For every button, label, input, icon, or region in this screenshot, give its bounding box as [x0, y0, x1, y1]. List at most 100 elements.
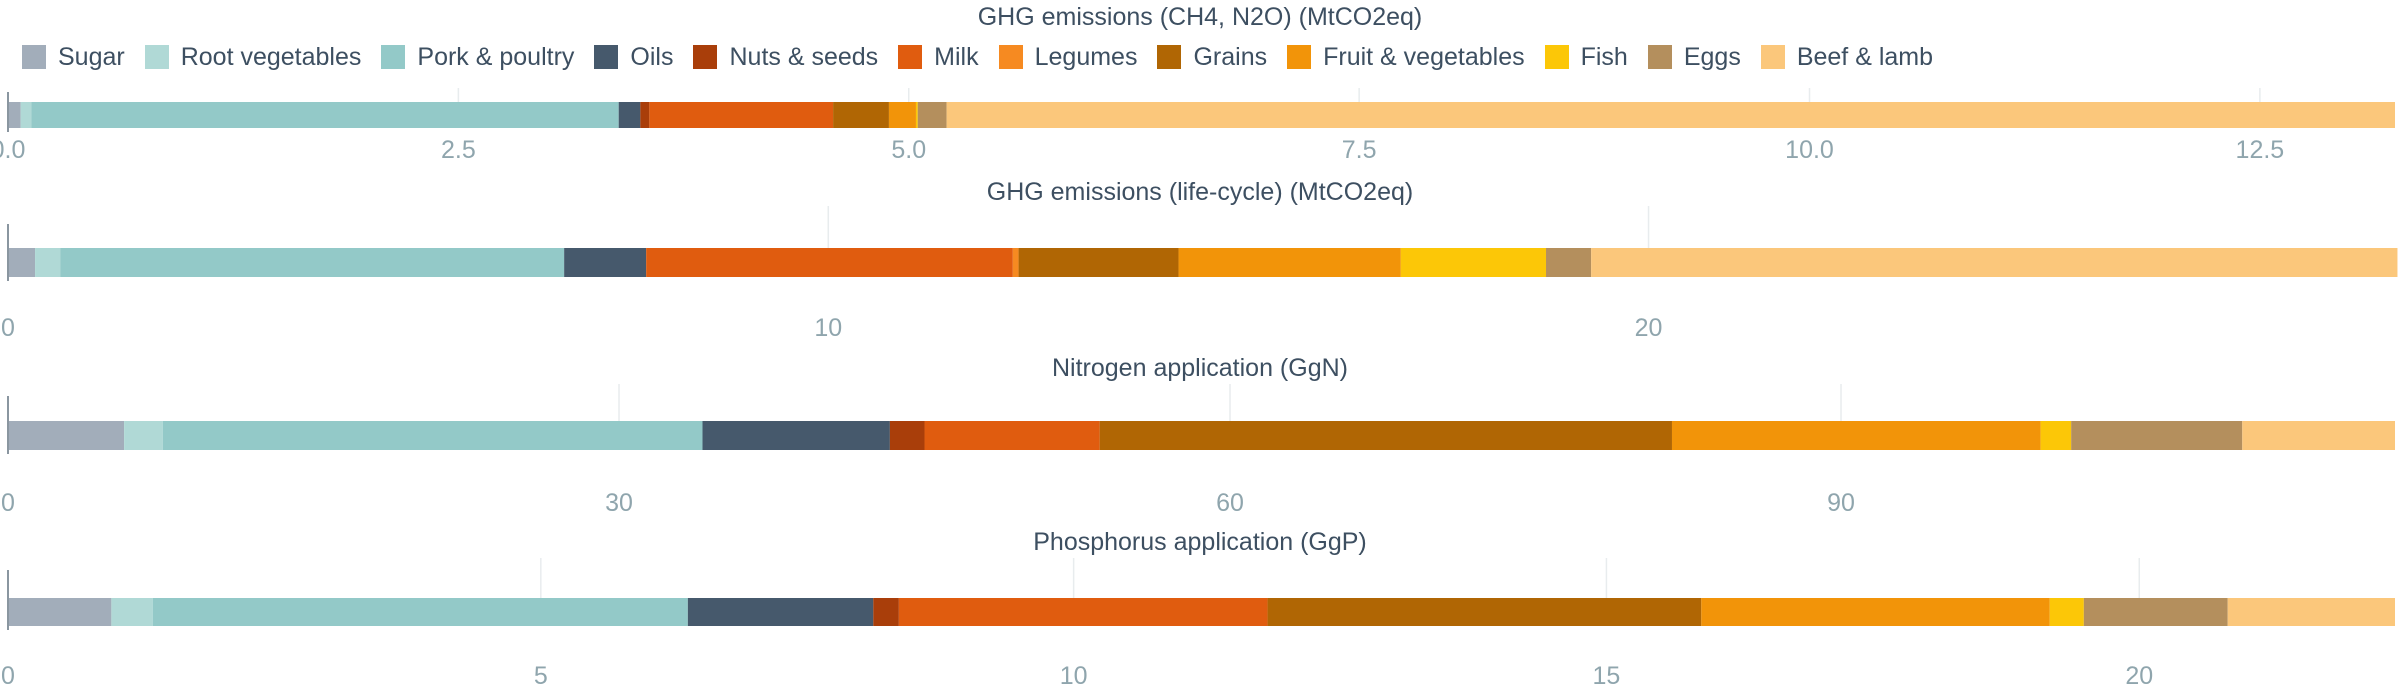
legend-swatch — [1287, 45, 1312, 69]
bar-segment — [898, 598, 1268, 626]
bar-segment — [1400, 248, 1547, 277]
chart-panel: GHG emissions (CH4, N2O) (MtCO2eq) 0.0 2.5… — [0, 3, 2395, 164]
bar-segment — [2049, 598, 2084, 626]
bar-segment — [640, 102, 650, 128]
legend-label: Nuts & seeds — [729, 42, 879, 71]
tick-label: 30 — [605, 489, 633, 517]
bar-segment — [1671, 421, 2041, 450]
legend-item[interactable]: Legumes — [998, 42, 1138, 72]
tick-label: 5 — [534, 662, 548, 690]
chart-panel: Phosphorus application (GgP) 0 5 10 15 20 — [1, 528, 2395, 690]
bar-segment — [646, 248, 1013, 277]
legend-item[interactable]: Sugar — [22, 43, 125, 72]
bar-segment — [915, 102, 918, 128]
legend-swatch — [693, 45, 718, 69]
legend-item[interactable]: Grains — [1157, 43, 1267, 72]
bar-segment — [833, 102, 889, 128]
tick-label: 10 — [1060, 662, 1088, 690]
bar-segment — [1701, 598, 2050, 626]
tick-label: 90 — [1827, 489, 1855, 517]
bar-segment — [2071, 421, 2243, 450]
bar-segment — [8, 102, 21, 128]
tick-label: 15 — [1593, 662, 1621, 690]
legend-item[interactable]: Eggs — [1647, 42, 1741, 72]
bar-segment — [152, 598, 688, 626]
legend-label: Legumes — [1034, 42, 1138, 71]
tick-label: 12.5 — [2236, 136, 2285, 164]
bar-segment — [2227, 598, 2395, 626]
bar-segment — [2040, 421, 2072, 450]
tick-label: 10 — [814, 314, 842, 342]
legend-swatch — [144, 45, 169, 69]
legend-item[interactable]: Nuts & seeds — [693, 43, 878, 72]
legend-item[interactable]: Fruit & vegetables — [1287, 43, 1525, 72]
tick-label: 2.5 — [441, 136, 476, 164]
legend-swatch — [1544, 45, 1569, 69]
legend-item[interactable]: Pork & poultry — [381, 43, 574, 72]
legend-item[interactable]: Oils — [594, 43, 673, 72]
legend-swatch — [594, 45, 619, 69]
bar-segment — [35, 248, 61, 277]
tick-label: 60 — [1216, 489, 1244, 517]
bar-segment — [60, 248, 565, 277]
legend-item[interactable]: Milk — [898, 42, 979, 72]
bar-segment — [8, 598, 112, 626]
legend-label: Eggs — [1683, 42, 1741, 71]
tick-label: 5.0 — [891, 136, 926, 164]
bar-segment — [924, 421, 1100, 450]
bar-segment — [124, 421, 163, 450]
legend-label: Sugar — [58, 42, 125, 71]
chart-panel: GHG emissions (life-cycle) (MtCO2eq) 0 10 2… — [1, 178, 2398, 342]
tick-label: 0 — [1, 662, 15, 690]
bar-segment — [889, 421, 925, 450]
legend-label: Milk — [934, 42, 979, 71]
tick-label: 7.5 — [1342, 136, 1377, 164]
bar-segment — [687, 598, 874, 626]
bar-segment — [1546, 248, 1592, 277]
panel-title: GHG emissions (CH4, N2O) (MtCO2eq) — [978, 3, 1423, 31]
legend-swatch — [381, 45, 406, 69]
bar-segment — [873, 598, 899, 626]
bar-segment — [1012, 248, 1019, 277]
legend-label: Fruit & vegetables — [1323, 42, 1525, 71]
tick-label: 20 — [1635, 314, 1663, 342]
bar-segment — [1178, 248, 1401, 277]
bar-segment — [946, 102, 2395, 128]
legend-label: Oils — [630, 42, 674, 71]
legend-label: Beef & lamb — [1796, 42, 1934, 71]
chart-panel: Nitrogen application (GgN) 0 30 60 90 — [1, 354, 2395, 517]
legend-item[interactable]: Root vegetables — [144, 42, 362, 72]
bar-segment — [8, 421, 125, 450]
tick-label: 0 — [1, 314, 15, 342]
bar-segment — [31, 102, 619, 128]
bar-segment — [2242, 421, 2395, 450]
legend-swatch — [998, 45, 1023, 69]
panel-title: GHG emissions (life-cycle) (MtCO2eq) — [987, 178, 1413, 206]
legend-label: Pork & poultry — [417, 42, 575, 71]
legend-swatch — [1157, 45, 1182, 69]
legend-label: Root vegetables — [180, 42, 362, 71]
tick-label: 20 — [2125, 662, 2153, 690]
legend-swatch — [1760, 45, 1785, 69]
legend-swatch — [898, 45, 923, 69]
bar-segment — [649, 102, 834, 128]
bar-segment — [2083, 598, 2228, 626]
legend-item[interactable]: Fish — [1544, 42, 1628, 72]
tick-label: 0.0 — [0, 136, 25, 164]
bar-segment — [8, 248, 36, 277]
panel-title: Nitrogen application (GgN) — [1052, 354, 1348, 382]
bar-segment — [1267, 598, 1702, 626]
bar-segment — [888, 102, 916, 128]
legend: Sugar Root vegetables Pork & poultry Oils Nu… — [22, 42, 1953, 72]
legend-label: Fish — [1580, 42, 1628, 71]
bar-segment — [917, 102, 947, 128]
tick-label: 0 — [1, 489, 15, 517]
bar-segment — [111, 598, 153, 626]
legend-item[interactable]: Beef & lamb — [1760, 42, 1934, 72]
tick-label: 10.0 — [1785, 136, 1834, 164]
legend-swatch — [1647, 45, 1672, 69]
legend-swatch — [22, 45, 46, 69]
legend-label: Grains — [1193, 42, 1268, 71]
